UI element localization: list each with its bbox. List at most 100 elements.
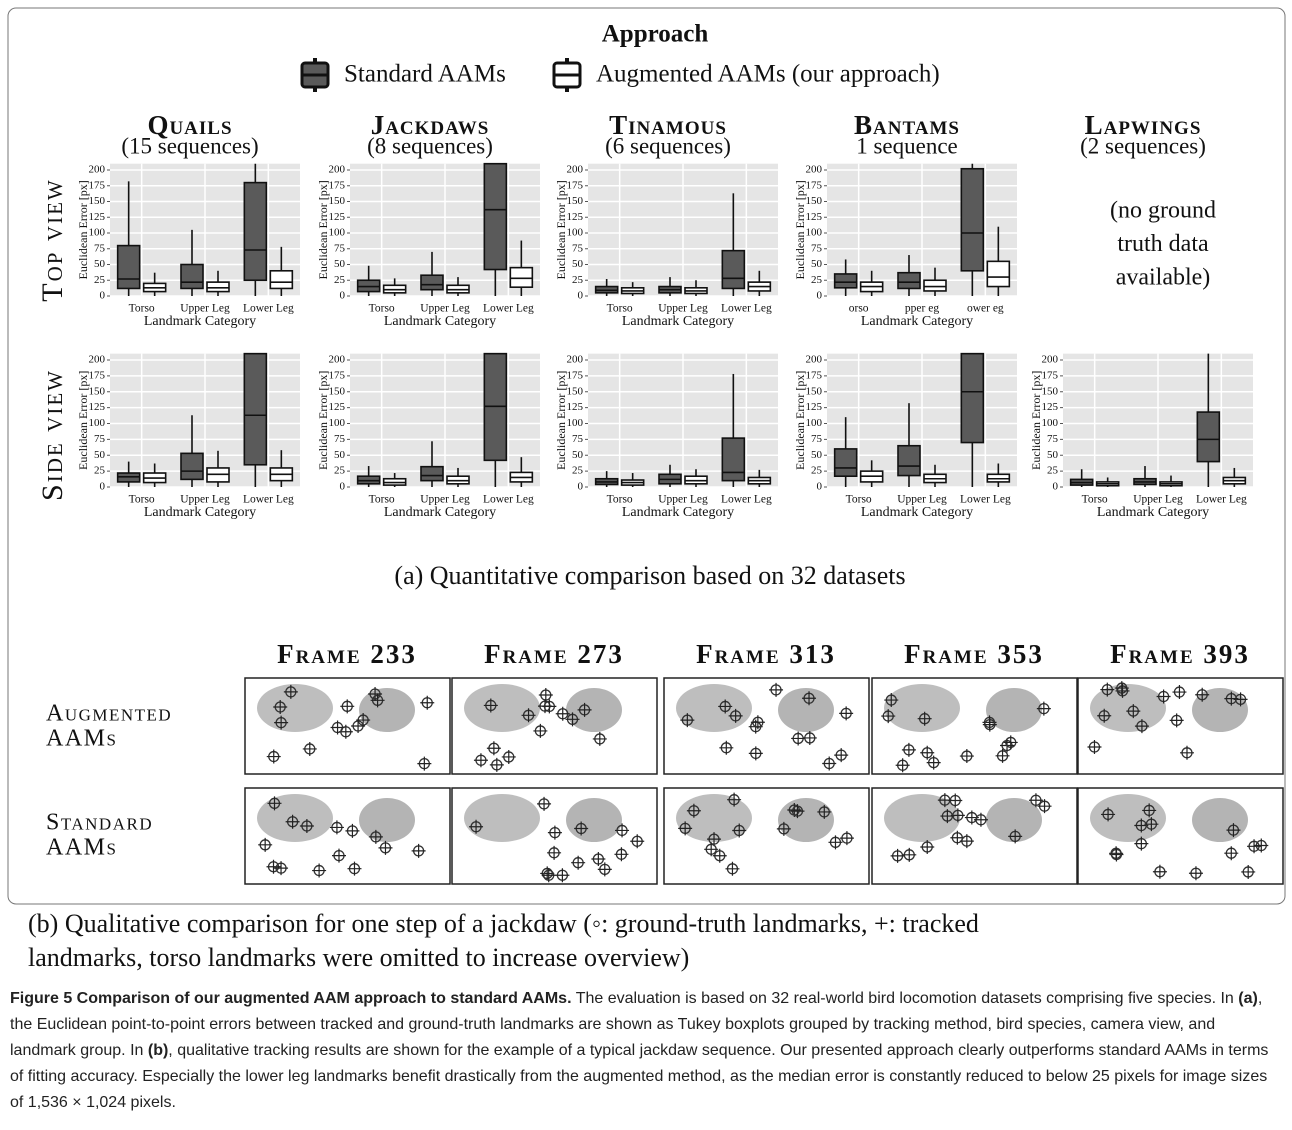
bird-shape [884,684,960,732]
landmark-plus [329,820,344,835]
box [923,279,947,292]
y-tick-label: 25 [334,465,346,477]
y-tick-label: 200 [329,354,346,366]
landmark-plus [817,804,832,819]
landmark-plus [1114,681,1129,696]
note-text: truth data [1117,231,1209,257]
y-tick-label: 175 [329,369,346,381]
landmark-plus [1101,807,1116,822]
landmark-plus [995,748,1010,763]
y-tick-label: 50 [572,449,584,461]
landmark-plus [368,686,383,701]
landmark-plus [948,793,963,808]
method-label: Augmented [46,701,172,727]
caption-text: The evaluation is based on 32 real-world… [571,990,1239,1007]
y-tick-label: 175 [567,179,584,191]
y-tick-label: 0 [340,290,346,302]
y-tick-label: 0 [1053,481,1059,493]
y-tick-label: 50 [334,449,346,461]
frame-heading: Frame 313 [696,639,836,669]
landmark-plus [926,755,941,770]
landmark-plus [750,715,765,730]
box [206,281,230,293]
legend-title: Approach [602,21,709,48]
y-tick-label: 175 [89,179,106,191]
landmark-plus [902,847,917,862]
y-tick-label: 200 [89,354,106,366]
bird-shape [986,798,1042,842]
box [721,437,746,482]
landmark-plus [1241,864,1256,879]
landmark-plus [370,693,385,708]
bird-shape [359,798,415,842]
caption-text: , qualitative tracking results are shown… [10,1042,1269,1111]
x-tick-label: Torso [129,303,155,315]
image-panel [1077,787,1284,885]
row-label: Top view [36,178,69,301]
row-label: Side view [36,369,69,501]
landmark-plus [1134,836,1149,851]
y-tick-label: 75 [334,242,346,254]
landmark-plus [718,699,733,714]
box [116,244,141,290]
y-tick-label: 150 [89,195,106,207]
y-tick-label: 50 [1047,449,1059,461]
x-tick-label: Lower Leg [243,494,294,506]
subcaption: (a) Quantitative comparison based on 32 … [394,561,905,590]
x-tick-label: Upper Leg [658,303,708,315]
y-tick-label: 0 [817,481,823,493]
x-tick-label: Upper Leg [897,494,947,506]
x-tick-label: ower eg [967,303,1004,315]
image-panel [1077,677,1284,775]
y-tick-label: 125 [329,401,346,413]
landmark-plus [541,868,556,883]
image-panel [871,677,1078,775]
y-tick-label: 100 [806,227,823,239]
bird-shape [1090,684,1166,732]
chart-subtitle: (6 sequences) [605,133,731,158]
landmark-plus [330,720,345,735]
landmark-plus [267,796,282,811]
y-tick-label: 50 [94,258,106,270]
landmark-plus [959,749,974,764]
landmark-plus [1224,691,1239,706]
image-panel [663,787,870,885]
y-tick-label: 125 [89,401,106,413]
landmark-plus [1126,704,1141,719]
y-tick-label: 100 [567,417,584,429]
y-tick-label: 75 [334,433,346,445]
method-label: AAMs [46,835,117,861]
bird-shape [359,688,415,732]
landmark-plus [274,861,289,876]
x-axis-label: Landmark Category [861,505,973,520]
x-tick-label: Torso [607,494,633,506]
landmark-plus [597,862,612,877]
caption: Figure 5 Comparison of our augmented AAM… [10,986,1282,1116]
landmark-plus [266,749,281,764]
y-tick-label: 200 [567,164,584,176]
landmark-plus [1028,793,1043,808]
y-tick-label: 50 [811,449,823,461]
x-tick-label: pper eg [905,303,939,315]
frame-heading: Frame 273 [484,639,624,669]
y-tick-label: 200 [567,354,584,366]
landmark-plus [614,847,629,862]
box [1196,411,1221,463]
y-axis-label: Euclidean Error [px] [1029,371,1043,470]
landmark-plus [1226,823,1241,838]
frame-heading: Frame 393 [1110,639,1250,669]
landmark-plus [340,699,355,714]
x-tick-label: Upper Leg [1133,494,1183,506]
box [509,266,534,288]
chart-title: Tinamous [609,110,727,140]
y-tick-label: 75 [572,433,584,445]
landmark-plus [1087,739,1102,754]
landmark-plus [732,823,747,838]
landmark-plus [1247,839,1262,854]
landmark-plus [630,834,645,849]
method-label: AAMs [46,726,117,752]
landmark-plus [973,812,988,827]
landmark-plus [890,848,905,863]
landmark-plus [901,742,916,757]
x-tick-label: Torso [369,494,395,506]
